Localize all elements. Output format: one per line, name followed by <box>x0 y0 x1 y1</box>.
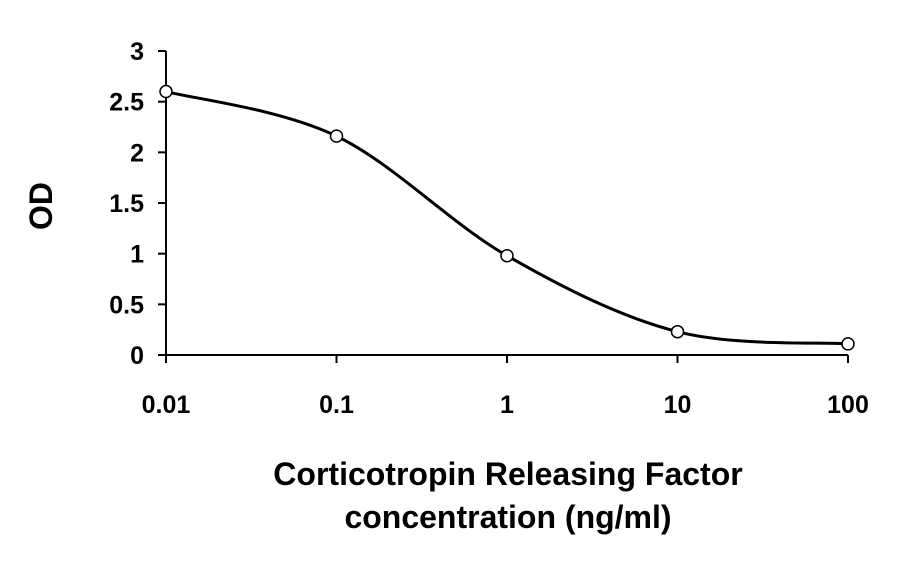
x-tick-label: 0.1 <box>319 391 354 419</box>
data-point <box>841 337 855 351</box>
data-point <box>159 84 173 99</box>
data-point <box>670 324 685 339</box>
data-point <box>329 129 344 143</box>
x-tick-label: 100 <box>827 391 869 419</box>
y-tick-label: 2 <box>130 139 144 167</box>
axes: 0 0.5 1 1.5 2 2.5 3 0.01 0.1 1 10 100 <box>109 38 869 419</box>
y-tick-label: 0.5 <box>109 291 144 319</box>
y-tick-label: 1 <box>130 241 144 269</box>
series-layer <box>159 84 855 351</box>
x-tick-label: 0.01 <box>142 391 191 419</box>
y-ticks: 0 0.5 1 1.5 2 2.5 3 <box>109 38 166 370</box>
x-axis-title-line-2: concentration (ng/ml) <box>344 499 671 535</box>
data-point <box>500 248 514 263</box>
x-tick-label: 1 <box>500 391 514 419</box>
series-line <box>164 90 850 346</box>
y-tick-label: 0 <box>130 342 144 370</box>
y-tick-label: 1.5 <box>109 190 144 218</box>
x-ticks: 0.01 0.1 1 10 100 <box>142 355 869 419</box>
y-tick-label: 2.5 <box>109 89 144 117</box>
y-axis-title: OD <box>23 182 59 230</box>
y-tick-label: 3 <box>130 38 144 66</box>
x-tick-label: 10 <box>664 391 692 419</box>
x-axis-title-line-1: Corticotropin Releasing Factor <box>273 456 742 492</box>
axis-titles: OD Corticotropin Releasing Factor concen… <box>23 182 743 535</box>
